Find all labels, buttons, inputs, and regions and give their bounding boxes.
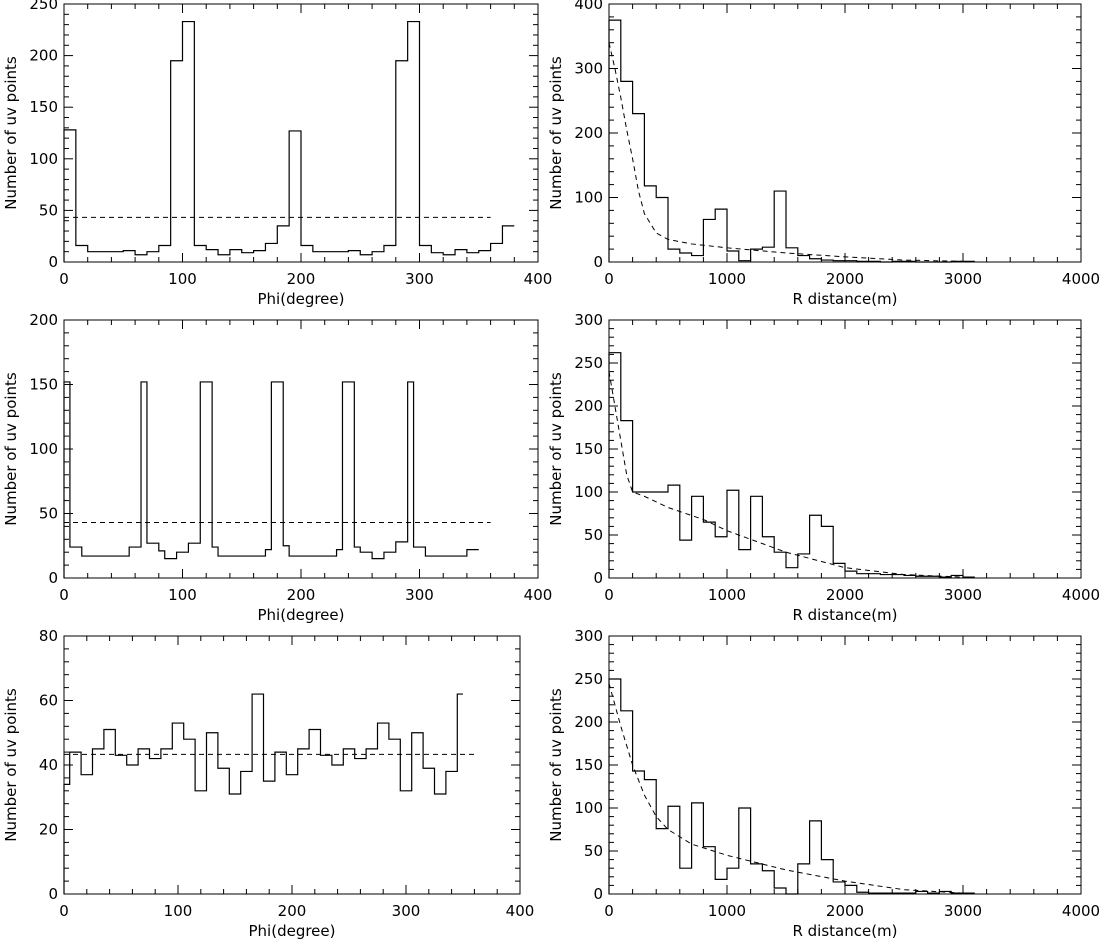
y-axis-label: Number of uv points: [547, 372, 565, 526]
plot-frame: [63, 319, 539, 579]
y-tick-label: 0: [48, 253, 58, 271]
x-tick-label: 100: [168, 586, 197, 604]
x-tick-label: 400: [524, 270, 553, 288]
histogram-series: [608, 19, 975, 263]
x-tick-label: 400: [506, 902, 535, 920]
x-tick-label: 0: [59, 902, 69, 920]
x-tick-label: 200: [278, 902, 307, 920]
y-tick-label: 150: [29, 98, 58, 116]
y-tick-label: 200: [29, 311, 58, 329]
y-tick-label: 100: [574, 799, 603, 817]
panel-r-2: 0 1000 2000 3000 4000 0 50 100 150 200 250 300 R dis…: [547, 311, 1100, 624]
x-tick-label: 3000: [944, 902, 982, 920]
y-tick-label: 50: [39, 201, 58, 219]
x-tick-label: 3000: [944, 586, 982, 604]
y-tick-label: 250: [574, 670, 603, 688]
x-tick-label: 300: [405, 586, 434, 604]
y-tick-label: 0: [593, 569, 603, 587]
x-tick-label: 2000: [826, 902, 864, 920]
plot-frame: [608, 3, 1082, 263]
x-tick-label: 2000: [826, 586, 864, 604]
y-tick-label: 300: [574, 60, 603, 78]
y-tick-label: 150: [574, 440, 603, 458]
y-tick-label: 50: [584, 526, 603, 544]
panel-r-1: 0 1000 2000 3000 4000 0 100 200 300 400 R distance…: [547, 0, 1100, 308]
x-tick-label: 3000: [944, 270, 982, 288]
histogram-series: [63, 693, 463, 894]
fit-curve: [608, 683, 964, 894]
panel-phi-3: 0 100 200 300 400 0 20 40 60 80 Phi(degree) Number …: [2, 627, 534, 940]
x-axis-label: R distance(m): [792, 290, 897, 308]
x-tick-label: 4000: [1062, 270, 1100, 288]
x-tick-label: 100: [168, 270, 197, 288]
y-tick-label: 250: [574, 354, 603, 372]
y-axis-label: Number of uv points: [2, 372, 20, 526]
x-tick-label: 0: [604, 586, 614, 604]
y-tick-label: 100: [574, 483, 603, 501]
y-tick-label: 300: [574, 627, 603, 645]
y-tick-label: 200: [574, 713, 603, 731]
x-tick-label: 0: [59, 270, 69, 288]
x-tick-label: 100: [164, 902, 193, 920]
histogram-series: [608, 678, 975, 895]
y-tick-label: 50: [39, 505, 58, 523]
x-axis-label: Phi(degree): [258, 290, 345, 308]
x-axis-label: R distance(m): [792, 922, 897, 940]
x-tick-label: 300: [392, 902, 421, 920]
panel-r-3: 0 1000 2000 3000 4000 0 50 100 150 200 250 300 R dis…: [547, 627, 1100, 940]
x-tick-label: 2000: [826, 270, 864, 288]
panel-phi-2: 0 100 200 300 400 0 50 100 150 200 Phi(degree) Numb…: [2, 311, 552, 624]
y-tick-label: 150: [574, 756, 603, 774]
x-tick-label: 0: [604, 902, 614, 920]
x-tick-label: 300: [405, 270, 434, 288]
x-tick-label: 1000: [708, 586, 746, 604]
y-tick-label: 250: [29, 0, 58, 13]
x-axis-label: Phi(degree): [249, 922, 336, 940]
y-tick-label: 200: [29, 47, 58, 65]
x-tick-label: 4000: [1062, 902, 1100, 920]
y-tick-label: 50: [584, 842, 603, 860]
y-tick-label: 0: [593, 253, 603, 271]
y-axis-label: Number of uv points: [547, 688, 565, 842]
x-tick-label: 0: [604, 270, 614, 288]
x-axis-label: R distance(m): [792, 606, 897, 624]
y-tick-label: 300: [574, 311, 603, 329]
panel-phi-1: 0 100 200 300 400 0 50 100 150 200 250 Phi(degree) N…: [2, 0, 552, 308]
y-axis-label: Number of uv points: [547, 56, 565, 210]
x-tick-label: 400: [524, 586, 553, 604]
histogram-series: [608, 352, 975, 578]
y-tick-label: 60: [39, 692, 58, 710]
y-axis-label: Number of uv points: [2, 688, 20, 842]
y-tick-label: 100: [574, 189, 603, 207]
x-tick-label: 200: [287, 270, 316, 288]
y-axis-label: Number of uv points: [2, 56, 20, 210]
fit-curve: [608, 42, 964, 262]
y-tick-label: 400: [574, 0, 603, 13]
x-axis-label: Phi(degree): [258, 606, 345, 624]
y-tick-label: 100: [29, 150, 58, 168]
y-tick-label: 0: [593, 885, 603, 903]
x-tick-label: 200: [287, 586, 316, 604]
y-tick-label: 0: [48, 569, 58, 587]
x-tick-label: 4000: [1062, 586, 1100, 604]
y-tick-label: 200: [574, 397, 603, 415]
x-tick-label: 0: [59, 586, 69, 604]
fit-curve: [608, 371, 964, 578]
y-tick-label: 20: [39, 821, 58, 839]
y-tick-label: 80: [39, 627, 58, 645]
y-tick-label: 100: [29, 440, 58, 458]
histogram-series: [63, 20, 515, 262]
histogram-series: [63, 381, 479, 578]
y-tick-label: 200: [574, 124, 603, 142]
y-tick-label: 0: [48, 885, 58, 903]
x-tick-label: 1000: [708, 902, 746, 920]
y-tick-label: 150: [29, 376, 58, 394]
y-tick-label: 40: [39, 756, 58, 774]
x-tick-label: 1000: [708, 270, 746, 288]
